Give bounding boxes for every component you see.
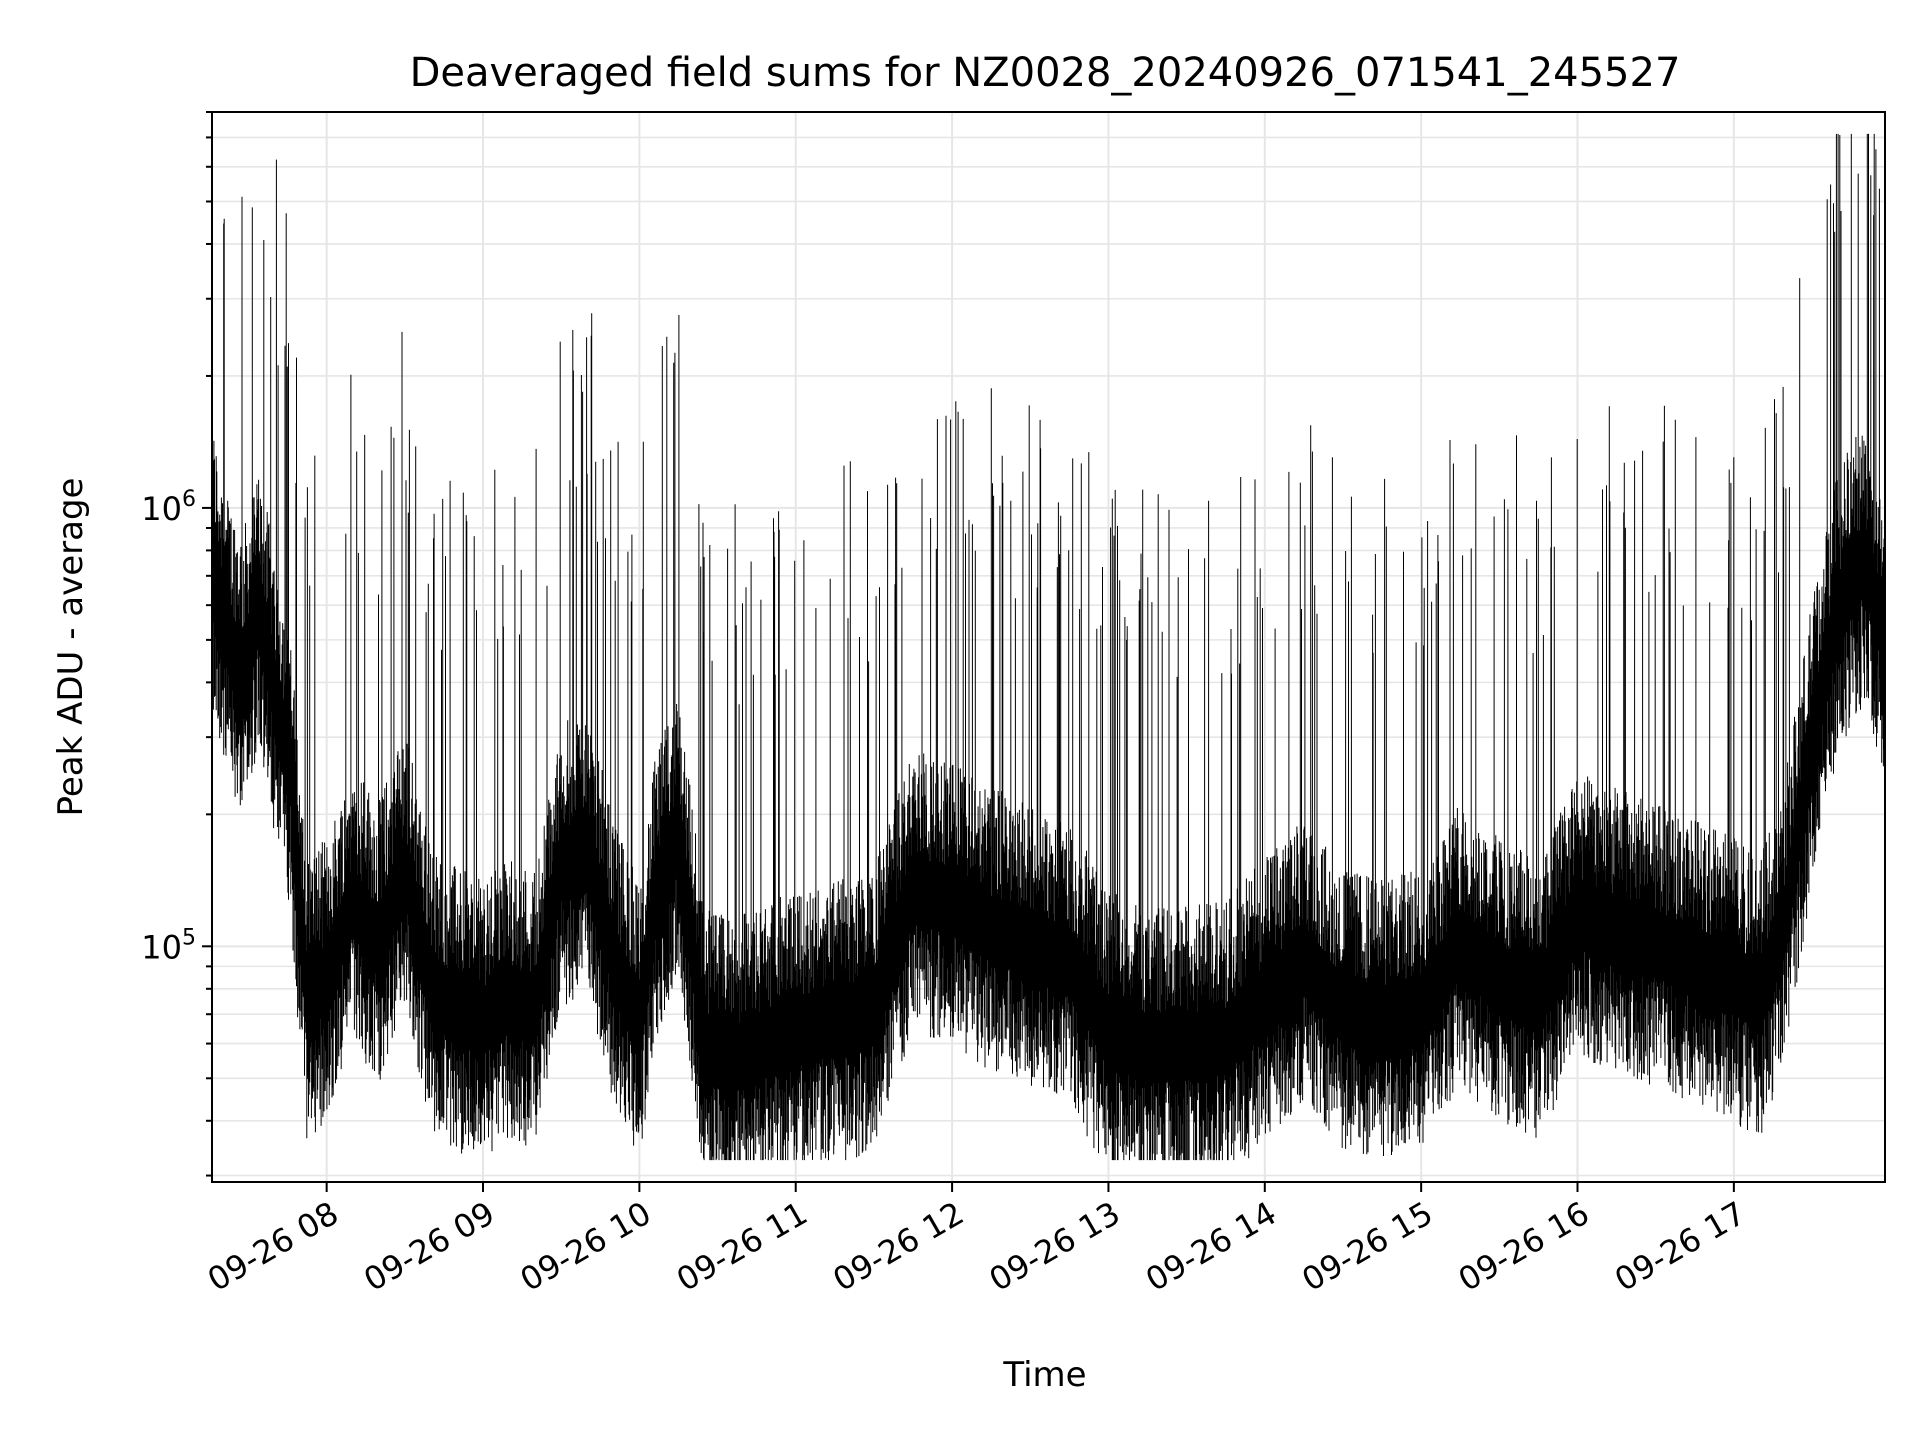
- chart-title: Deaveraged field sums for NZ0028_2024092…: [410, 50, 1681, 96]
- y-axis-ticks: 105 106: [141, 111, 212, 1177]
- series-line: [211, 527, 1886, 1030]
- y-tick-label: 105: [141, 925, 196, 966]
- x-axis-label: Time: [1002, 1355, 1086, 1395]
- plot-frame: [211, 111, 1886, 1183]
- y-axis-label: Peak ADU - average: [51, 478, 91, 817]
- y-tick-label: 106: [141, 487, 196, 528]
